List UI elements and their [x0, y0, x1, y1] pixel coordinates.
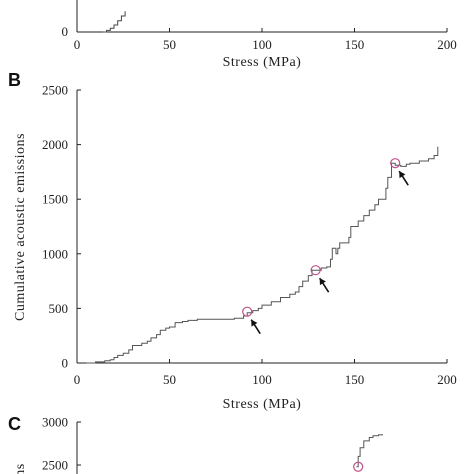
panel-b-marker-1 — [242, 306, 253, 317]
panel-a: 0 0 50 100 150 200 Stress (MPa) — [62, 0, 457, 70]
panel-b-y-tick-label: 0 — [62, 356, 69, 371]
panel-a-x-tick-label: 200 — [437, 37, 457, 52]
panel-b-y-tick-label: 500 — [49, 301, 69, 316]
panel-b-y-ticks: 0 500 1000 1500 2000 2500 — [42, 83, 81, 371]
panel-b-arrows — [250, 170, 409, 335]
panel-b-x-tick-label: 50 — [163, 372, 176, 387]
panel-b-arrow-3 — [398, 170, 409, 186]
panel-c-y-tick-label: 3000 — [42, 415, 68, 430]
panel-a-x-tick-label: 100 — [252, 37, 272, 52]
panel-b-y-tick-label: 1000 — [42, 246, 68, 261]
panel-b-letter: B — [8, 70, 21, 90]
panel-c-letter: C — [8, 414, 21, 434]
panel-a-x-axis-label: Stress (MPa) — [223, 55, 302, 70]
panel-c-series-line — [356, 434, 383, 468]
panel-c-y-ticks: 2500 3000 — [42, 415, 81, 473]
panel-b-y-tick-label: 2000 — [42, 137, 68, 152]
panel-a-y-tick-0: 0 — [62, 24, 69, 39]
panel-a-x-tick-label: 0 — [74, 37, 81, 52]
panel-a-series-line — [102, 11, 126, 33]
panel-b-x-tick-label: 100 — [252, 372, 272, 387]
panel-b-series-line — [86, 146, 439, 364]
panel-b-x-tick-label: 150 — [345, 372, 365, 387]
panel-c-y-axis-label-partial: ns — [13, 463, 28, 474]
panel-b-markers — [242, 158, 401, 317]
panel-b-x-tick-label: 0 — [74, 372, 81, 387]
panel-b-marker-3 — [390, 158, 401, 169]
panel-b-x-axis-label: Stress (MPa) — [223, 397, 302, 412]
panel-c-y-tick-label: 2500 — [42, 458, 68, 473]
panel-b-y-tick-label: 1500 — [42, 192, 68, 207]
panel-b-marker-2 — [310, 265, 321, 276]
panel-b-arrow-1 — [250, 319, 261, 335]
panel-c: C 2500 3000 ns — [8, 414, 383, 474]
panel-b-x-ticks: 0 50 100 150 200 — [74, 359, 457, 387]
panel-b-y-tick-label: 2500 — [42, 83, 68, 98]
panel-c-marker-1 — [353, 461, 364, 472]
panel-a-x-tick-label: 50 — [163, 37, 176, 52]
panel-b-x-tick-label: 200 — [437, 372, 457, 387]
panel-b-y-axis-label: Cumulative acoustic emissions — [13, 133, 28, 321]
panel-b: B 0 500 1000 1500 2000 2500 0 50 100 150 200 Stre… — [8, 70, 457, 412]
panel-a-x-tick-label: 150 — [345, 37, 365, 52]
panel-b-arrow-2 — [318, 277, 330, 293]
panel-a-x-ticks: 0 50 100 150 200 — [74, 28, 457, 52]
panel-c-markers — [353, 461, 364, 472]
